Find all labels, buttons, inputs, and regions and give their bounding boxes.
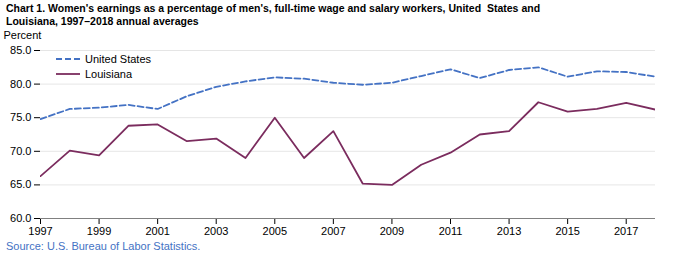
svg-text:65.0: 65.0 [10, 179, 31, 191]
html-text:Source: U.S. Bureau of Labor S: Source: U.S. Bureau of Labor Statistics. [6, 240, 201, 253]
svg-text:85.0: 85.0 [10, 44, 31, 56]
svg-text:2017: 2017 [614, 226, 638, 238]
svg-text:2015: 2015 [555, 226, 579, 238]
svg-text:2009: 2009 [380, 226, 404, 238]
html-text:Louisiana: Louisiana [85, 67, 133, 80]
svg-text:2005: 2005 [263, 226, 287, 238]
svg-text:2013: 2013 [497, 226, 521, 238]
svg-text:60.0: 60.0 [10, 212, 31, 224]
svg-text:1997: 1997 [28, 226, 52, 238]
svg-text:2003: 2003 [204, 226, 228, 238]
html-text:Chart 1. Women's earnings as a: Chart 1. Women's earnings as a percentag… [6, 2, 540, 28]
svg-text:80.0: 80.0 [10, 78, 31, 90]
svg-text:2007: 2007 [321, 226, 345, 238]
html-text:United States: United States [85, 53, 151, 66]
svg-text:Percent: Percent [4, 30, 42, 42]
svg-text:2011: 2011 [439, 226, 463, 238]
svg-text:2001: 2001 [145, 226, 169, 238]
svg-text:70.0: 70.0 [10, 145, 31, 157]
svg-text:1999: 1999 [87, 226, 111, 238]
svg-text:75.0: 75.0 [10, 111, 31, 123]
